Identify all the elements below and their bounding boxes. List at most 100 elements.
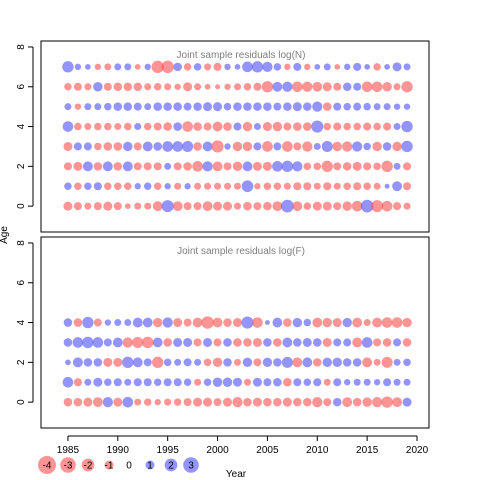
y-tick-label: 8 xyxy=(16,240,27,246)
bubble-point xyxy=(253,358,262,367)
bubble-point xyxy=(312,81,323,92)
bubble-point xyxy=(262,357,273,368)
bubble-point xyxy=(113,357,123,367)
bubble-point xyxy=(204,63,212,71)
bubble-point xyxy=(183,398,192,407)
bubble-point xyxy=(143,398,152,406)
bubble-point xyxy=(133,378,142,387)
bubble-point xyxy=(322,357,332,368)
bubble-point xyxy=(342,317,352,328)
bubble-point xyxy=(234,358,241,366)
legend-label: -1 xyxy=(105,461,114,472)
bubble-point xyxy=(163,122,172,131)
bubble-point xyxy=(284,63,291,71)
bubble-point xyxy=(393,378,401,386)
bubble-point xyxy=(113,102,123,111)
bubble-point xyxy=(323,398,332,407)
bubble-point xyxy=(272,121,283,132)
bubble-point xyxy=(122,356,134,369)
bubble-point xyxy=(104,319,112,326)
bubble-point xyxy=(272,161,283,172)
bubble-point xyxy=(332,357,342,368)
bubble-point xyxy=(262,161,272,171)
bubble-point xyxy=(153,83,162,91)
bubble-point xyxy=(124,182,132,191)
bubble-point xyxy=(72,337,84,348)
bubble-point xyxy=(363,378,371,386)
bubble-point xyxy=(403,63,411,71)
legend-label: -3 xyxy=(64,461,73,472)
bubble-point xyxy=(393,162,401,170)
bubble-point xyxy=(241,316,254,329)
bubble-point xyxy=(93,162,103,171)
bubble-point xyxy=(342,82,352,92)
bubble-point xyxy=(293,142,302,151)
bubble-point xyxy=(133,162,142,171)
bubble-point xyxy=(202,161,213,172)
bubble-point xyxy=(273,63,282,71)
bubble-point xyxy=(93,377,103,387)
bubble-point xyxy=(164,83,172,91)
bubble-point xyxy=(213,338,222,347)
bubble-point xyxy=(93,202,102,211)
bubble-point xyxy=(361,337,373,348)
bubble-point xyxy=(281,356,293,368)
bubble-point xyxy=(382,338,392,347)
bubble-point xyxy=(214,182,222,190)
bubble-point xyxy=(202,201,213,212)
bubble-point xyxy=(63,201,73,211)
bubble-point xyxy=(384,64,390,70)
bubbles-bottom xyxy=(62,316,412,408)
bubble-point xyxy=(104,63,112,71)
bubble-point xyxy=(142,141,153,152)
bubble-point xyxy=(63,141,73,151)
bubble-point xyxy=(360,199,374,213)
bubble-point xyxy=(173,62,182,72)
bubble-point xyxy=(322,317,332,328)
bubble-point xyxy=(222,377,233,387)
bubble-point xyxy=(201,316,214,329)
bubble-point xyxy=(62,376,74,388)
x-tick-label: 1985 xyxy=(57,445,80,456)
bubble-point xyxy=(242,161,253,172)
bubble-point xyxy=(183,82,193,92)
y-axis-title: Age xyxy=(0,226,10,244)
panel-frame-top xyxy=(40,40,430,233)
bubble-point xyxy=(313,378,322,387)
bubble-point xyxy=(133,142,142,151)
bubble-point xyxy=(251,61,264,73)
bubble-point xyxy=(144,103,152,111)
bubble-point xyxy=(223,397,233,407)
bubble-point xyxy=(243,397,252,407)
bubble-point xyxy=(204,182,212,190)
bubble-point xyxy=(392,62,402,72)
bubble-point xyxy=(172,201,183,212)
bubble-point xyxy=(74,122,82,131)
bubble-point xyxy=(174,83,181,90)
legend-label: 0 xyxy=(126,461,132,472)
bubble-point xyxy=(103,357,113,367)
legend-bubble xyxy=(38,456,56,474)
bubble-point xyxy=(303,202,312,210)
y-tick-label: 2 xyxy=(16,163,27,169)
bubble-point xyxy=(183,202,192,211)
bubble-point xyxy=(363,122,372,131)
bubble-point xyxy=(323,378,331,386)
bubble-point xyxy=(321,160,333,173)
bubble-point xyxy=(103,82,112,91)
bubble-point xyxy=(253,102,262,111)
bubble-point xyxy=(292,357,303,368)
bubble-point xyxy=(233,102,242,111)
bubble-point xyxy=(193,122,202,131)
bubble-point xyxy=(193,202,202,211)
bubble-point xyxy=(241,180,254,193)
bubble-point xyxy=(215,84,220,90)
bubble-point xyxy=(62,121,74,132)
bubble-point xyxy=(393,202,402,211)
bubble-point xyxy=(142,336,154,349)
bubble-point xyxy=(302,357,313,368)
bubble-point xyxy=(183,378,192,386)
bubble-point xyxy=(382,82,392,92)
bubble-point xyxy=(314,64,321,70)
